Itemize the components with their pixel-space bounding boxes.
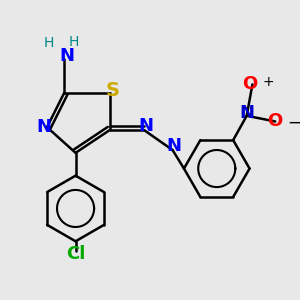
Text: O: O — [242, 75, 257, 93]
Text: N: N — [239, 104, 254, 122]
Text: +: + — [262, 74, 274, 88]
Text: N: N — [37, 118, 52, 136]
Text: −: − — [287, 114, 300, 132]
Text: O: O — [268, 112, 283, 130]
Text: Cl: Cl — [66, 245, 85, 263]
Text: S: S — [106, 81, 120, 100]
Text: H: H — [69, 34, 79, 49]
Text: N: N — [167, 137, 182, 155]
Text: H: H — [43, 36, 54, 50]
Text: N: N — [59, 47, 74, 65]
Text: N: N — [138, 117, 153, 135]
